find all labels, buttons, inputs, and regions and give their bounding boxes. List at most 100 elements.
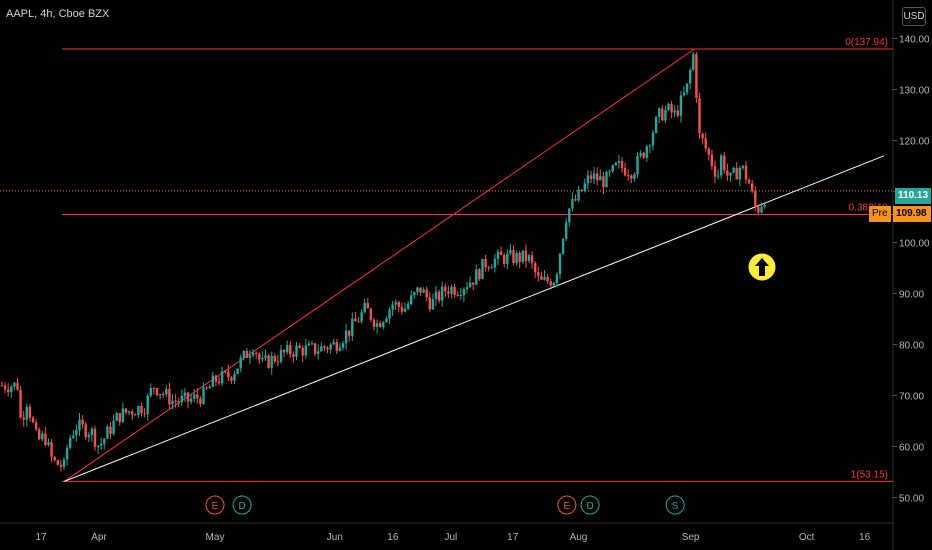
candle-body [540, 275, 543, 280]
candle [379, 320, 382, 328]
candle [534, 260, 537, 278]
candle-body [716, 175, 720, 177]
x-tick-label: May [206, 532, 225, 543]
candle-body [382, 322, 385, 328]
y-tick-label: 100.00 [899, 239, 930, 250]
candle-body [168, 389, 171, 405]
x-tick-label: 16 [387, 532, 399, 543]
candle [168, 382, 171, 410]
candle-body [645, 146, 648, 158]
candle [84, 421, 87, 440]
candle [589, 170, 593, 183]
trend-line [64, 155, 885, 482]
candle [720, 153, 723, 179]
candle-body [155, 388, 159, 396]
candle [289, 341, 292, 359]
candle [723, 152, 726, 174]
candle [602, 171, 605, 195]
candle-body [490, 267, 493, 269]
candle-body [586, 175, 590, 184]
candle [382, 321, 385, 330]
candle [716, 169, 720, 180]
candle [162, 391, 165, 399]
candle [701, 132, 704, 145]
candle [605, 170, 608, 188]
currency-button[interactable]: USD [902, 7, 926, 26]
candle-body [22, 417, 25, 420]
candle [713, 160, 717, 184]
candle [354, 312, 357, 322]
candle-body [406, 304, 410, 309]
candle [431, 293, 435, 310]
candle [667, 102, 670, 112]
candle [50, 439, 53, 463]
candle-body [84, 424, 87, 438]
candle [205, 386, 208, 390]
candle-body [555, 274, 559, 283]
candle-body [676, 110, 679, 116]
candle [524, 244, 528, 268]
candle [217, 376, 221, 386]
candle [599, 169, 602, 181]
candle [496, 249, 500, 266]
candle-body [444, 286, 447, 292]
candle [227, 365, 230, 382]
candle [10, 384, 13, 398]
candle-body [651, 132, 655, 146]
candle [617, 155, 621, 169]
candle-body [75, 430, 78, 436]
candle-body [558, 253, 562, 275]
candle-body [143, 413, 146, 415]
candle-body [286, 345, 289, 353]
candle [208, 384, 211, 389]
event-marker: S [665, 495, 685, 515]
event-marker-circle [580, 495, 600, 515]
candle-body [481, 258, 484, 280]
candle-body [496, 251, 500, 259]
candle [654, 115, 658, 134]
candle [127, 410, 131, 416]
candle-body [96, 445, 100, 447]
candle-body [251, 352, 255, 356]
candle [521, 250, 524, 265]
fib-level-label: 0(137.94) [845, 37, 888, 48]
candle-body [366, 302, 369, 309]
candle-body [93, 428, 97, 447]
candle-body [673, 110, 676, 113]
candle [332, 338, 335, 346]
candle-body [180, 395, 183, 402]
candle [19, 386, 22, 419]
candle [233, 370, 236, 385]
candle [546, 273, 549, 284]
candle-body [627, 175, 630, 177]
candle [44, 426, 47, 447]
candle [338, 343, 342, 352]
candle [698, 92, 701, 139]
candle-body [310, 343, 314, 345]
candle-body [577, 189, 580, 201]
candle [388, 307, 391, 325]
candle-body [16, 382, 19, 390]
candle [267, 353, 270, 369]
symbol-title[interactable]: AAPL, 4h, Cboe BZX [6, 8, 110, 20]
candle-body [763, 205, 766, 207]
candle [13, 382, 16, 391]
event-marker-circle [665, 495, 685, 515]
candle-body [245, 350, 249, 358]
candle [158, 393, 162, 400]
candle [509, 243, 512, 256]
candle [279, 344, 283, 364]
candle-body [193, 394, 196, 399]
arrow-shape [755, 258, 769, 276]
candle-body [174, 400, 177, 402]
candle-body [549, 281, 552, 286]
candle-body [596, 173, 599, 181]
candle-body [304, 345, 307, 356]
candle-body [62, 459, 66, 467]
candle-body [428, 297, 431, 310]
candle [596, 167, 599, 186]
candle-body [267, 355, 270, 368]
candle-body [447, 291, 450, 294]
candle [735, 162, 738, 180]
